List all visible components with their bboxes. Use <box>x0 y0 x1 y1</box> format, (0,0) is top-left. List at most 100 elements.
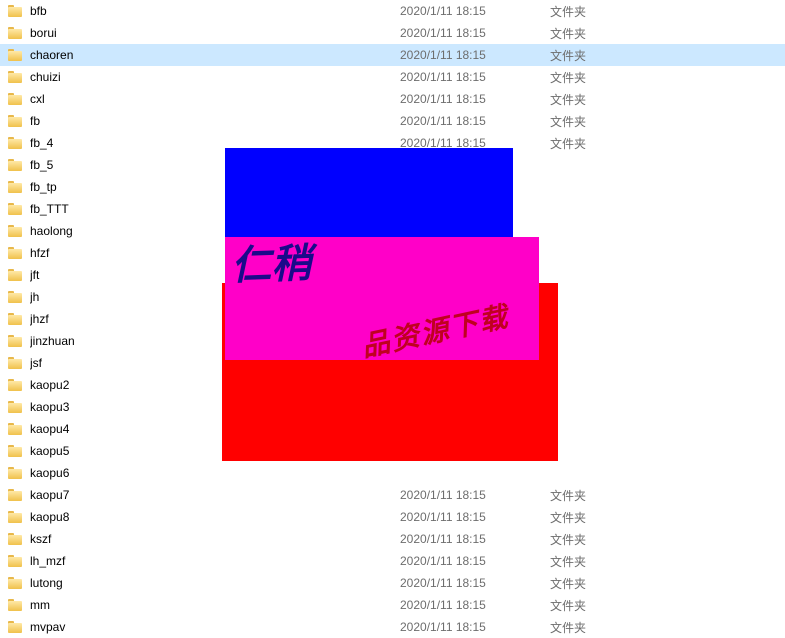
table-row[interactable]: jh <box>0 286 785 308</box>
file-name: mm <box>30 598 400 612</box>
folder-icon <box>8 135 24 151</box>
table-row[interactable]: chaoren2020/1/11 18:15文件夹 <box>0 44 785 66</box>
table-row[interactable]: bfb2020/1/11 18:15文件夹 <box>0 0 785 22</box>
file-name: jft <box>30 268 400 282</box>
folder-icon <box>8 201 24 217</box>
file-name: lh_mzf <box>30 554 400 568</box>
file-name: borui <box>30 26 400 40</box>
file-name: chuizi <box>30 70 400 84</box>
file-type: 文件夹 <box>550 487 670 504</box>
table-row[interactable]: fb_TTT <box>0 198 785 220</box>
table-row[interactable]: mvpav2020/1/11 18:15文件夹 <box>0 616 785 638</box>
folder-icon <box>8 25 24 41</box>
table-row[interactable]: lh_mzf2020/1/11 18:15文件夹 <box>0 550 785 572</box>
folder-icon <box>8 619 24 635</box>
table-row[interactable]: borui2020/1/11 18:15文件夹 <box>0 22 785 44</box>
table-row[interactable]: chuizi2020/1/11 18:15文件夹 <box>0 66 785 88</box>
table-row[interactable]: haolong <box>0 220 785 242</box>
table-row[interactable]: kaopu82020/1/11 18:15文件夹 <box>0 506 785 528</box>
file-date: 2020/1/11 18:15 <box>400 598 550 612</box>
folder-icon <box>8 47 24 63</box>
folder-icon <box>8 377 24 393</box>
file-type: 文件夹 <box>550 25 670 42</box>
table-row[interactable]: mm2020/1/11 18:15文件夹 <box>0 594 785 616</box>
file-name: jinzhuan <box>30 334 400 348</box>
file-list: bfb2020/1/11 18:15文件夹borui2020/1/11 18:1… <box>0 0 785 638</box>
table-row[interactable]: kaopu72020/1/11 18:15文件夹 <box>0 484 785 506</box>
file-date: 2020/1/11 18:15 <box>400 488 550 502</box>
table-row[interactable]: kaopu2 <box>0 374 785 396</box>
file-name: fb_5 <box>30 158 400 172</box>
file-date: 2020/1/11 18:15 <box>400 532 550 546</box>
table-row[interactable]: jsf <box>0 352 785 374</box>
file-name: hfzf <box>30 246 400 260</box>
file-name: fb_tp <box>30 180 400 194</box>
file-name: jsf <box>30 356 400 370</box>
file-date: 2020/1/11 18:15 <box>400 136 550 150</box>
file-date: 2020/1/11 18:15 <box>400 92 550 106</box>
file-type: 文件夹 <box>550 3 670 20</box>
file-name: kszf <box>30 532 400 546</box>
file-name: kaopu2 <box>30 378 400 392</box>
file-name: bfb <box>30 4 400 18</box>
folder-icon <box>8 3 24 19</box>
folder-icon <box>8 333 24 349</box>
file-type: 文件夹 <box>550 113 670 130</box>
file-date: 2020/1/11 18:15 <box>400 576 550 590</box>
folder-icon <box>8 421 24 437</box>
file-type: 文件夹 <box>550 509 670 526</box>
table-row[interactable]: jinzhuan <box>0 330 785 352</box>
folder-icon <box>8 245 24 261</box>
file-date: 2020/1/11 18:15 <box>400 554 550 568</box>
file-type: 文件夹 <box>550 553 670 570</box>
file-name: fb <box>30 114 400 128</box>
file-name: jh <box>30 290 400 304</box>
table-row[interactable]: lutong2020/1/11 18:15文件夹 <box>0 572 785 594</box>
folder-icon <box>8 487 24 503</box>
folder-icon <box>8 69 24 85</box>
file-name: kaopu7 <box>30 488 400 502</box>
file-date: 2020/1/11 18:15 <box>400 70 550 84</box>
folder-icon <box>8 597 24 613</box>
table-row[interactable]: kaopu3 <box>0 396 785 418</box>
folder-icon <box>8 113 24 129</box>
file-date: 2020/1/11 18:15 <box>400 114 550 128</box>
table-row[interactable]: fb2020/1/11 18:15文件夹 <box>0 110 785 132</box>
table-row[interactable]: fb_42020/1/11 18:15文件夹 <box>0 132 785 154</box>
table-row[interactable]: fb_5 <box>0 154 785 176</box>
file-date: 2020/1/11 18:15 <box>400 4 550 18</box>
file-name: mvpav <box>30 620 400 634</box>
table-row[interactable]: kaopu4 <box>0 418 785 440</box>
folder-icon <box>8 223 24 239</box>
file-name: kaopu3 <box>30 400 400 414</box>
file-name: cxl <box>30 92 400 106</box>
table-row[interactable]: fb_tp <box>0 176 785 198</box>
file-name: chaoren <box>30 48 400 62</box>
file-type: 文件夹 <box>550 135 670 152</box>
table-row[interactable]: jhzf <box>0 308 785 330</box>
folder-icon <box>8 157 24 173</box>
file-date: 2020/1/11 18:15 <box>400 48 550 62</box>
table-row[interactable]: kaopu6 <box>0 462 785 484</box>
file-name: kaopu4 <box>30 422 400 436</box>
file-date: 2020/1/11 18:15 <box>400 26 550 40</box>
table-row[interactable]: jft <box>0 264 785 286</box>
file-date: 2020/1/11 18:15 <box>400 620 550 634</box>
folder-icon <box>8 509 24 525</box>
table-row[interactable]: kszf2020/1/11 18:15文件夹 <box>0 528 785 550</box>
folder-icon <box>8 465 24 481</box>
folder-icon <box>8 179 24 195</box>
folder-icon <box>8 267 24 283</box>
file-type: 文件夹 <box>550 531 670 548</box>
table-row[interactable]: hfzf <box>0 242 785 264</box>
folder-icon <box>8 553 24 569</box>
table-row[interactable]: kaopu5 <box>0 440 785 462</box>
table-row[interactable]: cxl2020/1/11 18:15文件夹 <box>0 88 785 110</box>
file-name: fb_TTT <box>30 202 400 216</box>
folder-icon <box>8 311 24 327</box>
file-name: kaopu6 <box>30 466 400 480</box>
folder-icon <box>8 531 24 547</box>
folder-icon <box>8 355 24 371</box>
file-type: 文件夹 <box>550 619 670 636</box>
file-name: jhzf <box>30 312 400 326</box>
